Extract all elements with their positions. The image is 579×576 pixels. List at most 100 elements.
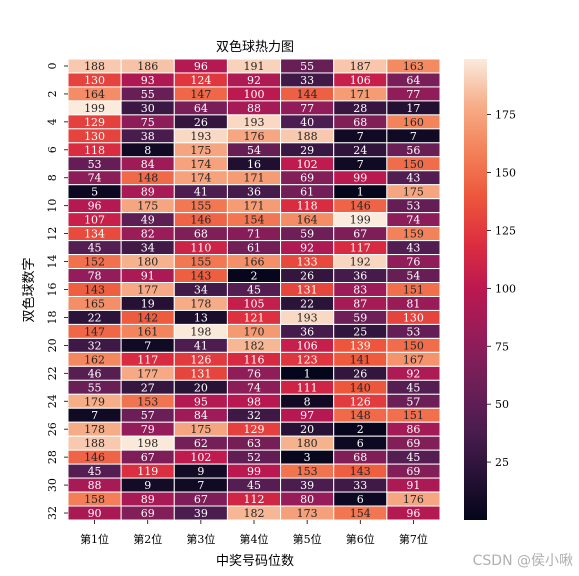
cell-label: 161 (137, 325, 158, 338)
cell-label: 130 (84, 74, 105, 87)
cell-label: 155 (190, 200, 211, 213)
cell-label: 88 (88, 479, 102, 492)
cell-label: 77 (300, 102, 314, 115)
cell-label: 148 (350, 409, 371, 422)
cell-label: 36 (300, 325, 314, 338)
cell-label: 111 (297, 381, 318, 394)
cell-label: 75 (141, 116, 155, 129)
cell-label: 63 (247, 437, 261, 450)
cell-label: 32 (88, 339, 102, 352)
cell-label: 20 (194, 381, 208, 394)
cell-label: 150 (403, 158, 424, 171)
cell-label: 177 (137, 367, 158, 380)
cell-label: 9 (197, 465, 204, 478)
cell-label: 84 (141, 158, 155, 171)
cell-label: 167 (403, 353, 424, 366)
cell-label: 99 (353, 172, 367, 185)
cell-label: 119 (137, 465, 158, 478)
cell-label: 176 (244, 130, 265, 143)
cell-label: 198 (137, 437, 158, 450)
cell-label: 38 (141, 130, 155, 143)
cell-label: 1 (304, 367, 311, 380)
cell-label: 133 (297, 256, 318, 269)
cell-label: 159 (403, 228, 424, 241)
cell-label: 68 (353, 116, 367, 129)
y-tick-label: 28 (46, 450, 59, 464)
cell-label: 80 (300, 493, 314, 506)
cell-label: 45 (406, 381, 420, 394)
cell-label: 177 (137, 284, 158, 297)
cell-label: 83 (353, 284, 367, 297)
cell-label: 134 (84, 228, 105, 241)
cell-label: 96 (194, 60, 208, 73)
cell-label: 95 (194, 395, 208, 408)
cell-label: 164 (297, 214, 318, 227)
cell-label: 192 (350, 256, 371, 269)
cell-label: 41 (194, 339, 208, 352)
cell-label: 79 (141, 423, 155, 436)
x-axis-label: 中奖号码位数 (216, 554, 294, 569)
cell-label: 158 (84, 493, 105, 506)
cell-label: 20 (300, 423, 314, 436)
y-tick-label: 4 (46, 118, 59, 125)
cell-label: 182 (244, 507, 265, 520)
cell-label: 30 (141, 102, 155, 115)
cell-label: 41 (194, 186, 208, 199)
cell-label: 39 (300, 479, 314, 492)
cell-label: 84 (194, 409, 208, 422)
cell-label: 76 (406, 256, 420, 269)
cell-label: 160 (403, 116, 424, 129)
cell-label: 151 (403, 284, 424, 297)
cell-label: 45 (88, 242, 102, 255)
cell-label: 54 (247, 144, 261, 157)
cell-label: 74 (88, 172, 102, 185)
cell-label: 29 (300, 144, 314, 157)
x-axis-ticks: 第1位 第2位 第3位 第4位 第5位 第6位 第7位 (80, 520, 428, 546)
y-tick-label: 2 (46, 90, 59, 97)
cell-label: 86 (406, 423, 420, 436)
colorbar-ticks: 25 50 75 100 125 150 175 (487, 109, 516, 469)
cell-label: 36 (247, 186, 261, 199)
y-tick-label: 8 (46, 174, 59, 181)
cell-label: 19 (141, 297, 155, 310)
cell-label: 116 (244, 353, 265, 366)
cell-label: 98 (247, 395, 261, 408)
cell-label: 100 (244, 88, 265, 101)
cell-label: 99 (247, 465, 261, 478)
cell-label: 106 (350, 74, 371, 87)
cell-label: 33 (300, 74, 314, 87)
cell-label: 154 (350, 507, 371, 520)
cell-label: 45 (88, 465, 102, 478)
cell-label: 126 (190, 353, 211, 366)
cell-label: 188 (84, 437, 105, 450)
cell-label: 188 (84, 60, 105, 73)
cell-label: 175 (190, 144, 211, 157)
cell-label: 93 (141, 74, 155, 87)
cell-label: 176 (403, 493, 424, 506)
cell-label: 56 (406, 144, 420, 157)
colorbar-tick-label: 25 (495, 456, 509, 469)
cell-label: 131 (190, 367, 211, 380)
colorbar (464, 59, 487, 520)
cell-label: 188 (297, 130, 318, 143)
x-tick-label: 第3位 (186, 532, 215, 546)
cell-label: 146 (350, 200, 371, 213)
cell-label: 91 (406, 479, 420, 492)
cell-label: 89 (141, 186, 155, 199)
cell-label: 146 (84, 451, 105, 464)
cell-label: 22 (300, 297, 314, 310)
cell-label: 141 (350, 353, 371, 366)
y-axis-label: 双色球数字 (21, 257, 37, 322)
colorbar-tick-label: 50 (495, 398, 509, 411)
cell-label: 112 (244, 493, 265, 506)
cell-label: 193 (244, 116, 265, 129)
cell-label: 131 (297, 284, 318, 297)
cell-label: 164 (84, 88, 105, 101)
cell-label: 64 (194, 102, 208, 115)
cell-label: 105 (244, 297, 265, 310)
cell-label: 199 (350, 214, 371, 227)
cell-label: 121 (244, 311, 265, 324)
cell-label: 45 (247, 284, 261, 297)
